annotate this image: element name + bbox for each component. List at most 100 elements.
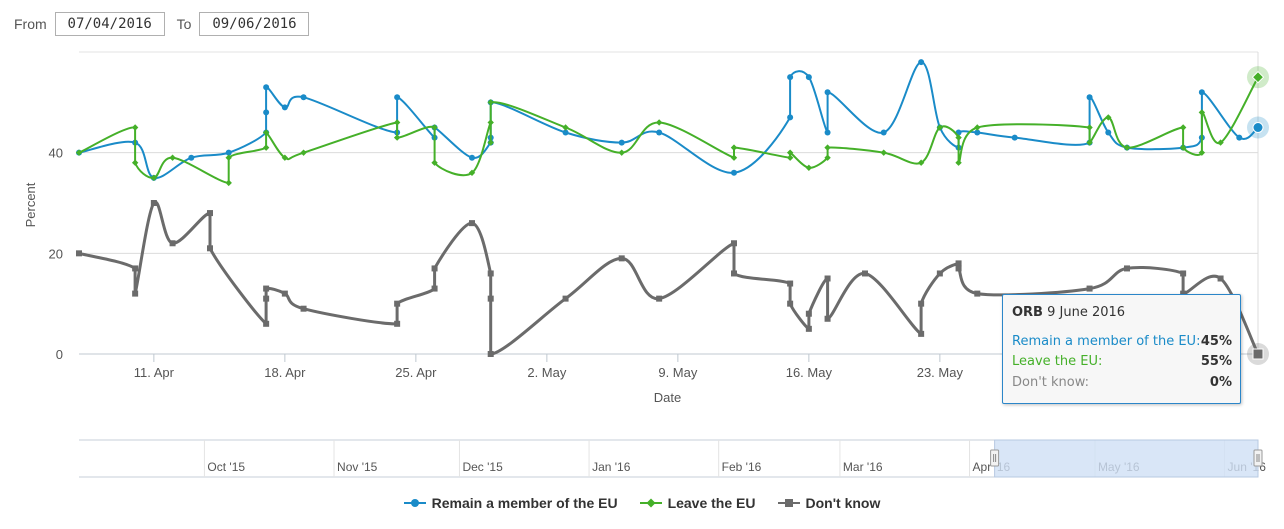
point-remain [918, 59, 925, 66]
point-dontknow [805, 310, 812, 317]
to-date-input[interactable]: 09/06/2016 [199, 12, 310, 36]
legend-dontknow-marker-icon [777, 499, 800, 507]
legend-item-dontknow[interactable]: Don't know [777, 495, 881, 511]
tooltip-row-dontknow: Don't know: 0% [1012, 375, 1232, 390]
point-dontknow [169, 240, 176, 247]
point-dontknow [1180, 290, 1187, 297]
point-leave [917, 159, 925, 166]
point-remain [1236, 134, 1243, 141]
navigator-selection [994, 439, 1259, 478]
navigator-tick-label: Nov '15 [337, 460, 378, 474]
navigator-tick-label: Mar '16 [843, 460, 883, 474]
point-leave [393, 134, 401, 141]
point-dontknow [787, 300, 794, 307]
tooltip-title: ORB 9 June 2016 [1012, 305, 1125, 320]
point-leave [393, 119, 401, 126]
point-leave [1179, 124, 1187, 131]
point-remain [618, 139, 625, 146]
x-tick-label: 18. Apr [264, 365, 306, 380]
point-remain [188, 154, 195, 161]
point-remain [974, 129, 981, 136]
legend-leave-marker-icon [639, 498, 662, 508]
legend: Remain a member of the EU Leave the EU D… [0, 495, 1284, 511]
point-dontknow [1252, 348, 1264, 360]
point-leave [824, 144, 831, 151]
point-leave [955, 134, 962, 141]
from-label: From [14, 16, 47, 32]
point-dontknow [731, 270, 737, 277]
to-label: To [176, 16, 192, 32]
date-range-selector: From 07/04/2016 To 09/06/2016 [14, 12, 310, 36]
point-dontknow [731, 240, 737, 247]
data-tooltip: ORB 9 June 2016 Remain a member of the E… [1002, 294, 1241, 404]
point-leave [1198, 109, 1206, 116]
point-remain [300, 94, 307, 101]
point-leave [468, 169, 476, 176]
point-dontknow [918, 330, 925, 337]
point-leave [824, 154, 831, 161]
point-leave [974, 124, 981, 131]
x-axis-title: Date [654, 390, 681, 405]
point-remain [824, 129, 831, 136]
legend-item-remain[interactable]: Remain a member of the EU [403, 495, 618, 511]
y-axis-title: Percent [23, 182, 38, 227]
tooltip-date: 9 June 2016 [1047, 305, 1126, 320]
point-dontknow [618, 255, 625, 262]
point-dontknow [1086, 285, 1093, 292]
legend-item-leave[interactable]: Leave the EU [639, 495, 756, 511]
navigator-left-handle [990, 449, 1000, 467]
x-tick-label: 25. Apr [395, 365, 437, 380]
point-leave [131, 124, 139, 131]
tooltip-pollster: ORB [1012, 305, 1043, 320]
tooltip-row-leave: Leave the EU: 55% [1012, 354, 1232, 369]
point-remain [1198, 89, 1205, 96]
point-leave [880, 149, 887, 156]
point-dontknow [974, 290, 981, 297]
point-dontknow [394, 300, 401, 307]
point-remain [394, 94, 401, 101]
y-tick-label: 40 [49, 146, 63, 161]
series-line-leave [78, 76, 1259, 184]
tooltip-label-remain: Remain a member of the EU: [1012, 334, 1201, 349]
from-date-input[interactable]: 07/04/2016 [54, 12, 165, 36]
point-dontknow [1124, 265, 1130, 272]
legend-label-dontknow: Don't know [805, 495, 881, 511]
point-remain [225, 149, 232, 156]
point-dontknow [132, 265, 139, 272]
point-dontknow [918, 300, 925, 307]
point-leave [431, 124, 438, 131]
point-dontknow [824, 315, 831, 322]
point-remain [281, 104, 288, 111]
point-leave [730, 144, 738, 151]
point-leave [655, 119, 663, 126]
point-leave [1086, 124, 1093, 131]
point-dontknow [487, 270, 494, 277]
x-tick-label: 11. Apr [134, 365, 175, 380]
point-dontknow [394, 320, 401, 327]
point-dontknow [824, 275, 831, 282]
point-dontknow [207, 210, 213, 217]
point-leave [225, 179, 232, 187]
point-dontknow [281, 290, 288, 297]
point-remain [263, 84, 270, 91]
point-remain [1011, 134, 1018, 141]
point-leave [487, 99, 494, 106]
point-dontknow [150, 200, 157, 206]
point-leave [487, 119, 494, 126]
point-leave [300, 149, 307, 156]
series-line-remain [78, 61, 1259, 179]
point-dontknow [263, 295, 270, 302]
point-dontknow [263, 320, 270, 327]
point-remain [656, 129, 663, 136]
tooltip-row-remain: Remain a member of the EU: 45% [1012, 334, 1232, 349]
point-remain [469, 154, 475, 161]
point-leave [955, 159, 962, 166]
y-tick-label: 20 [49, 246, 63, 261]
tooltip-label-leave: Leave the EU: [1012, 354, 1103, 369]
legend-remain-marker-icon [403, 499, 426, 507]
point-dontknow [487, 295, 494, 302]
x-tick-label: 23. May [917, 365, 964, 380]
point-leave [562, 124, 569, 131]
point-dontknow [787, 280, 794, 287]
